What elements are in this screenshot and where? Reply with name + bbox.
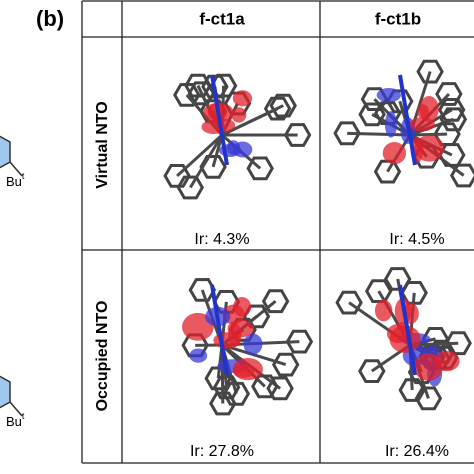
bond <box>398 74 417 166</box>
ring <box>358 359 386 383</box>
orbital-lobe <box>419 96 439 123</box>
ring <box>266 376 294 401</box>
orbital-lobe <box>384 111 397 138</box>
bond <box>409 132 448 137</box>
orbital-lobe <box>389 325 421 353</box>
orbital-lobe <box>232 90 253 107</box>
orbital-lobe <box>233 296 252 317</box>
row-label: Occupied NTO <box>94 301 111 412</box>
ring <box>212 375 241 400</box>
ring <box>449 163 474 188</box>
table-grid <box>81 0 474 464</box>
ring <box>242 304 271 329</box>
ring <box>251 374 279 399</box>
ring <box>188 277 217 302</box>
bond <box>9 161 23 177</box>
panel-label: (b) <box>36 6 64 31</box>
ring <box>261 289 290 314</box>
ring <box>163 164 191 188</box>
substituent-label: But <box>6 171 25 189</box>
ring <box>398 378 426 402</box>
ring <box>435 82 463 106</box>
orbital-lobe <box>382 142 407 165</box>
ring <box>414 386 443 411</box>
column-header: f-ct1a <box>199 9 245 28</box>
orbital-lobe <box>232 357 263 381</box>
ring <box>383 267 412 291</box>
orbital-lobe <box>182 312 214 341</box>
bond <box>347 131 411 137</box>
ring <box>246 156 274 181</box>
ring <box>0 135 11 169</box>
bond <box>210 74 229 166</box>
bond <box>189 134 224 189</box>
ring <box>209 391 237 416</box>
column-header: f-ct1b <box>375 9 421 28</box>
orbital-lobe <box>413 353 443 381</box>
orbital-lobe <box>376 88 401 103</box>
substituent-label: But <box>6 411 25 429</box>
ring <box>416 59 444 84</box>
orbital-lobe <box>243 333 263 355</box>
label-base: Bu <box>6 174 22 189</box>
ring <box>173 82 201 107</box>
bond <box>176 133 224 178</box>
ring <box>263 96 292 121</box>
orbital-lobe <box>189 348 208 363</box>
cell-caption: Ir: 4.5% <box>389 231 444 248</box>
cell-caption: Ir: 26.4% <box>385 443 449 460</box>
ring <box>333 121 361 146</box>
bond <box>210 284 229 376</box>
bond <box>9 401 23 417</box>
ring <box>358 102 386 127</box>
bond <box>398 284 417 376</box>
cell-caption: Ir: 4.3% <box>194 231 249 248</box>
orbital-lobe <box>228 323 242 347</box>
label-sup: t <box>22 171 25 181</box>
ring <box>439 107 468 132</box>
molecule-images <box>0 59 474 417</box>
orbital-lobe <box>374 299 393 322</box>
ring <box>271 352 300 377</box>
cell-caption: Ir: 27.8% <box>190 443 254 460</box>
ring <box>269 93 297 118</box>
orbital-lobe <box>231 107 247 123</box>
ring <box>335 290 363 315</box>
row-label: Virtual NTO <box>94 101 111 188</box>
bond <box>221 343 287 366</box>
label-base: Bu <box>6 414 22 429</box>
label-sup: t <box>22 411 25 421</box>
ring <box>0 375 11 409</box>
